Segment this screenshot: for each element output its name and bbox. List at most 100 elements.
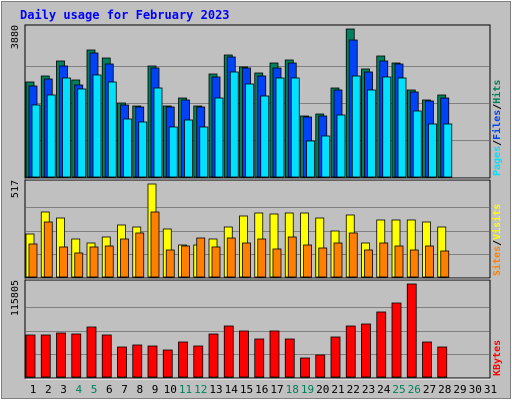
- legend-item: Pages: [492, 146, 503, 176]
- bar-pages-day-15: [245, 83, 254, 178]
- bar-kbytes-day-22: [345, 325, 356, 378]
- x-tick-label-day-15: 15: [240, 383, 253, 396]
- bar-kbytes-day-23: [361, 323, 371, 378]
- chart-title: Daily usage for February 2023: [20, 8, 230, 22]
- legend-item: KBytes: [492, 340, 503, 376]
- bar-kbytes-day-13: [208, 333, 219, 378]
- x-tick-label-day-14: 14: [225, 383, 239, 396]
- bar-sites-day-23: [364, 249, 373, 278]
- bar-pages-day-8: [138, 121, 148, 178]
- x-tick-label-day-19: 19: [301, 383, 314, 396]
- bar-kbytes-day-25: [391, 302, 402, 378]
- bar-sites-day-18: [287, 236, 297, 278]
- legend-item: /: [492, 140, 503, 146]
- bar-sites-day-28: [440, 250, 450, 278]
- bar-sites-day-4: [74, 252, 84, 278]
- bar-kbytes-day-9: [147, 345, 158, 378]
- legend-item: Files: [491, 110, 503, 140]
- x-tick-label-day-1: 1: [30, 383, 37, 396]
- x-tick-label-day-2: 2: [45, 383, 52, 396]
- bar-pages-day-17: [275, 77, 285, 178]
- bar-pages-day-25: [397, 77, 407, 178]
- bar-pages-day-10: [168, 126, 178, 178]
- x-tick-label-day-6: 6: [106, 383, 113, 396]
- bar-kbytes-day-16: [254, 338, 265, 378]
- bar-kbytes-day-12: [193, 345, 204, 378]
- bar-sites-day-12: [196, 237, 206, 278]
- bar-sites-day-11: [181, 245, 190, 278]
- x-tick-label-day-21: 21: [331, 383, 344, 396]
- bar-sites-day-5: [89, 246, 99, 278]
- panel-legend: KBytes: [492, 340, 503, 376]
- bar-sites-day-3: [59, 246, 68, 278]
- bar-sites-day-8: [135, 232, 145, 278]
- bar-kbytes-day-14: [223, 325, 234, 378]
- bar-kbytes-day-4: [71, 333, 82, 378]
- bar-pages-day-27: [428, 123, 437, 178]
- bar-kbytes-day-19: [300, 357, 310, 378]
- x-tick-label-day-24: 24: [377, 383, 391, 396]
- x-tick-label-day-27: 27: [423, 383, 436, 396]
- x-tick-label-day-25: 25: [392, 383, 405, 396]
- bar-sites-day-7: [120, 238, 129, 278]
- bar-kbytes-day-2: [40, 334, 51, 378]
- x-tick-label-day-11: 11: [179, 383, 192, 396]
- x-tick-label-day-31: 31: [484, 383, 497, 396]
- x-tick-label-day-3: 3: [60, 383, 67, 396]
- x-tick-label-day-29: 29: [453, 383, 466, 396]
- panel-max-label: 115805: [10, 280, 21, 316]
- bar-kbytes-day-6: [101, 334, 112, 378]
- x-tick-label-day-4: 4: [75, 383, 82, 396]
- bar-pages-day-12: [199, 126, 209, 178]
- bar-kbytes-day-24: [376, 311, 387, 378]
- bar-pages-day-16: [260, 95, 270, 178]
- panel-bottom: 115805 KBytes: [10, 279, 503, 380]
- bar-pages-day-28: [443, 123, 453, 178]
- bar-pages-day-24: [382, 76, 392, 178]
- bar-pages-day-18: [290, 77, 300, 178]
- bar-pages-day-22: [351, 75, 361, 178]
- bar-pages-day-3: [62, 77, 71, 178]
- bar-kbytes-day-20: [315, 354, 326, 378]
- x-tick-label-day-16: 16: [255, 383, 268, 396]
- bar-pages-day-6: [107, 81, 117, 178]
- bar-pages-day-1: [31, 104, 41, 178]
- x-tick-label-day-12: 12: [194, 383, 207, 396]
- bar-sites-day-27: [425, 245, 434, 278]
- bar-kbytes-day-1: [25, 334, 36, 378]
- bar-pages-day-13: [214, 97, 224, 178]
- x-tick-label-day-9: 9: [152, 383, 159, 396]
- x-tick-label-day-7: 7: [121, 383, 128, 396]
- bar-sites-day-24: [379, 242, 389, 278]
- bar-kbytes-day-21: [330, 336, 341, 378]
- bar-kbytes-day-3: [56, 332, 66, 378]
- bar-kbytes-day-7: [117, 346, 127, 378]
- bar-pages-day-5: [92, 74, 102, 178]
- x-tick-label-day-26: 26: [408, 383, 421, 396]
- panel-max-label: 3880: [10, 25, 21, 49]
- x-tick-label-day-30: 30: [469, 383, 482, 396]
- bar-pages-day-14: [229, 71, 239, 178]
- bar-sites-day-22: [348, 232, 358, 278]
- bar-sites-day-1: [28, 243, 38, 278]
- legend-item: Hits: [491, 80, 503, 104]
- bar-kbytes-day-11: [178, 341, 188, 378]
- panel-max-label: 517: [10, 180, 21, 198]
- bar-sites-day-16: [257, 238, 267, 278]
- bar-kbytes-day-10: [162, 349, 173, 378]
- panel-legend: Pages/Files/Hits: [491, 80, 503, 176]
- bar-sites-day-17: [272, 248, 282, 278]
- bar-kbytes-day-17: [269, 330, 280, 378]
- bar-pages-day-23: [367, 89, 376, 178]
- bar-pages-day-21: [336, 114, 346, 178]
- x-tick-label-day-22: 22: [347, 383, 360, 396]
- bar-pages-day-19: [306, 140, 315, 178]
- panel-middle: 517 Sites/Visits: [10, 179, 503, 280]
- legend-item: /: [492, 104, 503, 110]
- bar-sites-day-25: [394, 245, 404, 278]
- x-tick-label-day-17: 17: [270, 383, 283, 396]
- bar-kbytes-day-27: [422, 341, 432, 378]
- bar-pages-day-2: [46, 94, 56, 178]
